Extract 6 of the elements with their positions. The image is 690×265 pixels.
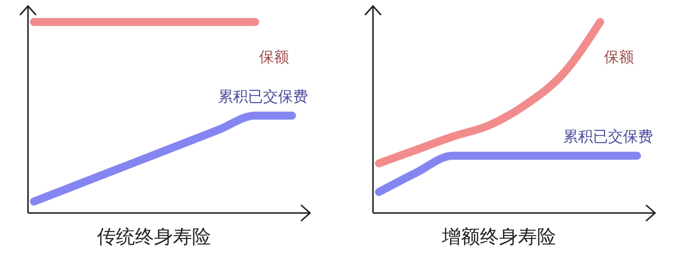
- series-label: 累积已交保费: [218, 88, 308, 106]
- series-label: 保额: [259, 48, 290, 66]
- x-axis-title: 增额终身寿险: [441, 226, 556, 248]
- x-axis-title: 传统终身寿险: [97, 226, 211, 248]
- series-label: 累积已交保费: [563, 128, 653, 146]
- series-label: 保额: [604, 48, 634, 66]
